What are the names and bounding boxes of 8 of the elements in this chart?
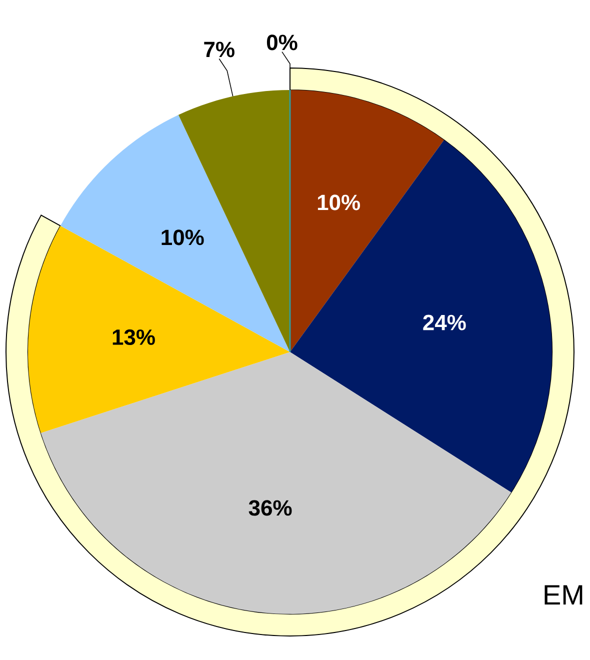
data-label: 13% bbox=[112, 329, 155, 346]
data-label: 24% bbox=[423, 314, 466, 330]
text: 0% bbox=[266, 34, 298, 50]
data-label: 36% bbox=[248, 500, 292, 516]
text: EM bbox=[544, 585, 582, 604]
data-label: 10% bbox=[318, 194, 360, 210]
data-label: 10% bbox=[162, 230, 204, 246]
data-label: 7% bbox=[204, 42, 234, 58]
